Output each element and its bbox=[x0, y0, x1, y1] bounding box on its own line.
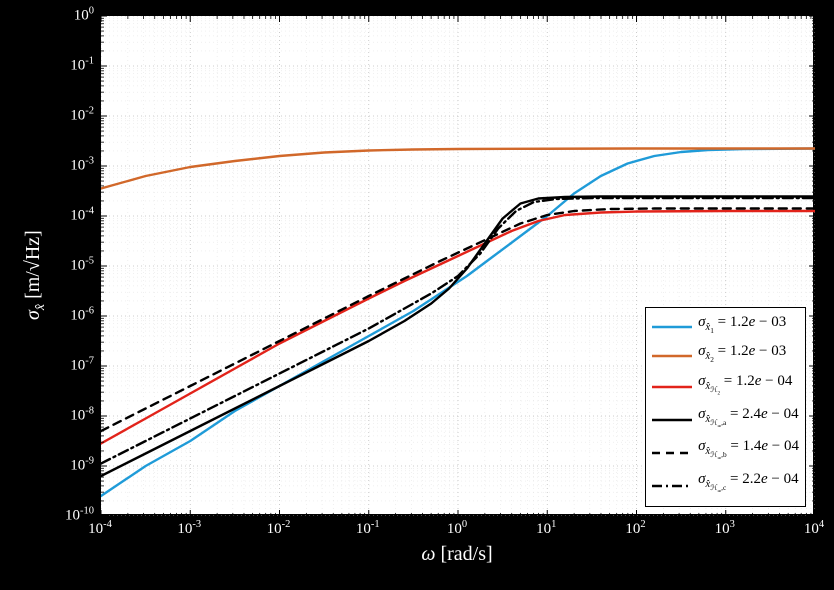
legend-item-Hinf_a: σx̂ℋ∞,a = 2.4e − 04 bbox=[652, 404, 799, 437]
x-tick-label: 103 bbox=[715, 519, 735, 538]
x-tick-label: 10-1 bbox=[356, 519, 380, 538]
y-tick-label: 10-6 bbox=[70, 306, 94, 325]
y-tick-label: 10-9 bbox=[70, 456, 94, 475]
legend-label: σx̂ℋ∞,c = 2.2e − 04 bbox=[698, 469, 798, 502]
y-tick-label: 10-8 bbox=[70, 406, 94, 425]
legend-item-H2: σx̂ℋ2 = 1.2e − 04 bbox=[652, 371, 799, 404]
x-tick-label: 101 bbox=[536, 519, 556, 538]
y-tick-label: 10-10 bbox=[65, 506, 94, 525]
y-axis-label: σx̂ [m/√Hz] bbox=[22, 230, 49, 320]
y-tick-label: 10-2 bbox=[70, 106, 94, 125]
legend: σx̂1 = 1.2e − 03σx̂2 = 1.2e − 03σx̂ℋ2 = … bbox=[645, 307, 806, 507]
y-tick-label: 10-4 bbox=[70, 206, 94, 225]
legend-item-x1: σx̂1 = 1.2e − 03 bbox=[652, 312, 799, 341]
x-axis-label: ω [rad/s] bbox=[421, 543, 492, 566]
legend-label: σx̂ℋ∞,a = 2.4e − 04 bbox=[698, 404, 798, 437]
chart-root: ω [rad/s] σx̂ [m/√Hz] σx̂1 = 1.2e − 03σx… bbox=[0, 0, 834, 590]
legend-label: σx̂ℋ∞,b = 1.4e − 04 bbox=[698, 436, 799, 469]
x-tick-label: 104 bbox=[804, 519, 824, 538]
y-tick-label: 100 bbox=[74, 6, 94, 25]
legend-item-x2: σx̂2 = 1.2e − 03 bbox=[652, 341, 799, 370]
y-tick-label: 10-3 bbox=[70, 156, 94, 175]
y-tick-label: 10-1 bbox=[70, 56, 94, 75]
legend-label: σx̂2 = 1.2e − 03 bbox=[698, 341, 786, 370]
y-tick-label: 10-7 bbox=[70, 356, 94, 375]
x-tick-label: 102 bbox=[625, 519, 645, 538]
x-tick-label: 100 bbox=[447, 519, 467, 538]
x-tick-label: 10-3 bbox=[177, 519, 201, 538]
legend-item-Hinf_c: σx̂ℋ∞,c = 2.2e − 04 bbox=[652, 469, 799, 502]
legend-label: σx̂1 = 1.2e − 03 bbox=[698, 312, 786, 341]
x-tick-label: 10-2 bbox=[267, 519, 291, 538]
y-tick-label: 10-5 bbox=[70, 256, 94, 275]
legend-label: σx̂ℋ2 = 1.2e − 04 bbox=[698, 371, 792, 404]
legend-item-Hinf_b: σx̂ℋ∞,b = 1.4e − 04 bbox=[652, 436, 799, 469]
